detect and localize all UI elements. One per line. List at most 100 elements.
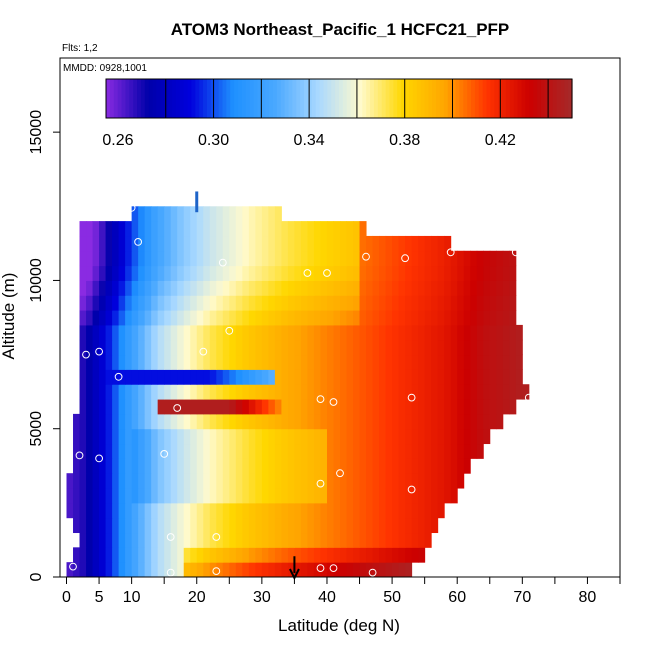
heatmap-cell <box>340 280 348 296</box>
colorbar-swatch <box>525 79 530 118</box>
heatmap-cell <box>196 413 204 430</box>
plot-frame <box>59 57 621 578</box>
heatmap-cell <box>294 399 302 415</box>
heatmap-cell <box>496 369 504 385</box>
colorbar-swatch <box>323 79 328 118</box>
heatmap-cell <box>437 399 445 415</box>
heatmap-cell <box>372 324 380 341</box>
heatmap-cell <box>379 443 387 459</box>
heatmap-cell <box>222 280 230 296</box>
colorbar-swatch <box>408 79 414 118</box>
heatmap-cell <box>138 443 146 459</box>
heatmap-cell <box>261 384 269 400</box>
heatmap-cell <box>183 399 191 415</box>
heatmap-cell <box>209 250 217 267</box>
heatmap-cell <box>144 265 152 281</box>
heatmap-cell <box>138 517 146 534</box>
heatmap-cell <box>144 547 152 563</box>
heatmap-cell <box>353 250 361 267</box>
heatmap-cell <box>372 235 380 252</box>
heatmap-cell <box>372 428 380 445</box>
heatmap-cell <box>157 517 165 534</box>
heatmap-cell <box>268 250 276 267</box>
heatmap-cell <box>281 502 289 519</box>
heatmap-cell <box>287 280 295 296</box>
heatmap-cell <box>177 502 185 519</box>
heatmap-cell <box>372 413 380 430</box>
heatmap-cell <box>366 443 374 459</box>
colorbar-swatch <box>187 79 193 118</box>
heatmap-cell <box>131 265 139 281</box>
heatmap-cell <box>164 473 172 489</box>
heatmap-cell <box>151 384 159 400</box>
heatmap-cell <box>320 384 328 400</box>
heatmap-cell <box>255 443 263 459</box>
heatmap-cell <box>424 265 432 281</box>
heatmap-cell <box>379 458 387 474</box>
colorbar-swatch <box>455 79 460 118</box>
heatmap-cell <box>242 562 250 578</box>
heatmap-cell <box>476 354 484 370</box>
heatmap-cell <box>274 339 282 356</box>
heatmap-cell <box>392 517 400 534</box>
heatmap-cell <box>118 250 126 267</box>
heatmap-cell <box>242 324 250 341</box>
heatmap-cell <box>203 324 211 341</box>
heatmap-cell <box>489 384 497 400</box>
heatmap-cell <box>131 517 139 534</box>
colorbar-swatch <box>311 79 317 118</box>
heatmap-cell <box>79 354 87 370</box>
colorbar-swatch <box>113 79 119 118</box>
heatmap-cell <box>157 547 165 563</box>
heatmap-cell <box>411 443 419 459</box>
heatmap-cell <box>268 443 276 459</box>
heatmap-cell <box>313 369 321 385</box>
heatmap-cell <box>307 428 315 445</box>
heatmap-cell <box>431 488 439 504</box>
heatmap-cell <box>320 280 328 296</box>
heatmap-cell <box>366 354 374 370</box>
heatmap-cell <box>450 458 458 474</box>
heatmap-cell <box>411 384 419 400</box>
heatmap-cell <box>294 265 302 281</box>
heatmap-cell <box>92 250 100 267</box>
heatmap-cell <box>144 310 152 326</box>
heatmap-cell <box>300 547 308 563</box>
heatmap-cell <box>261 324 269 341</box>
heatmap-cell <box>131 250 139 267</box>
heatmap-cell <box>437 354 445 370</box>
heatmap-cell <box>294 502 302 519</box>
heatmap-cell <box>470 324 478 341</box>
heatmap-cell <box>177 473 185 489</box>
colorbar-swatch <box>253 79 259 118</box>
heatmap-cell <box>190 399 198 415</box>
heatmap-cell <box>99 399 107 415</box>
heatmap-cell <box>444 443 452 459</box>
heatmap-cell <box>437 310 445 326</box>
heatmap-cell <box>483 324 491 341</box>
heatmap-cell <box>307 324 315 341</box>
heatmap-cell <box>255 265 263 281</box>
colorbar-swatch <box>451 79 457 118</box>
heatmap-cell <box>398 562 406 578</box>
heatmap-cell <box>392 295 400 311</box>
heatmap-cell <box>359 532 367 548</box>
heatmap-cell <box>151 399 159 415</box>
heatmap-cell <box>366 517 374 534</box>
heatmap-cell <box>144 488 152 504</box>
heatmap-cell <box>496 399 504 415</box>
heatmap-cell <box>281 369 289 385</box>
heatmap-cell <box>255 473 263 489</box>
heatmap-cell <box>346 443 354 459</box>
heatmap-cell <box>424 443 432 459</box>
heatmap-cell <box>405 532 413 548</box>
heatmap-cell <box>190 473 198 489</box>
heatmap-cell <box>313 532 321 548</box>
heatmap-cell <box>450 399 458 415</box>
colorbar-swatch <box>238 79 243 118</box>
heatmap-cell <box>196 562 204 578</box>
heatmap-cell <box>151 250 159 267</box>
heatmap-cell <box>320 221 328 237</box>
heatmap-cell <box>183 517 191 534</box>
heatmap-cell <box>457 354 465 370</box>
